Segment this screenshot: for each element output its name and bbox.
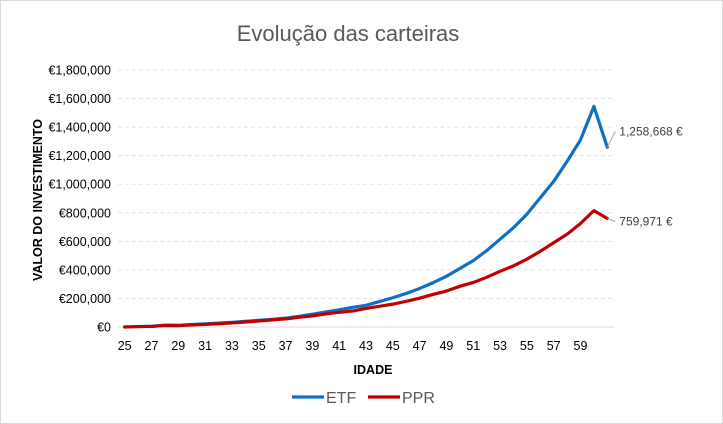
x-tick-label: 43 — [359, 339, 373, 353]
legend-label-etf: ETF — [326, 390, 356, 407]
series-lines — [123, 104, 609, 329]
x-tick-label: 25 — [118, 339, 132, 353]
leader-line — [607, 218, 616, 222]
x-tick-label: 59 — [574, 339, 588, 353]
y-tick-label: €800,000 — [59, 206, 111, 220]
series-line-ppr — [123, 209, 609, 329]
data-label-ppr: 759,971 € — [619, 214, 673, 228]
y-tick-labels: €0 €200,000 €400,000 €600,000 €800,000 €1,000… — [48, 64, 111, 335]
legend: ETF PPR — [292, 390, 435, 407]
x-tick-label: 29 — [171, 339, 185, 353]
x-axis-title: IDADE — [354, 363, 393, 377]
end-labels: 1,258,668 € 759,971 € — [606, 124, 683, 228]
grid-lines — [118, 69, 614, 328]
y-tick-label: €1,400,000 — [48, 121, 111, 135]
y-tick-label: €1,600,000 — [48, 92, 111, 106]
x-tick-label: 53 — [493, 339, 507, 353]
y-tick-label: €600,000 — [59, 235, 111, 249]
x-tick-labels: 25 27 29 31 33 35 37 39 41 43 45 47 49 51 53 55 57 59 — [118, 339, 588, 353]
y-axis-title: VALOR DO INVESTIMENTO — [31, 119, 45, 281]
x-tick-label: 31 — [198, 339, 212, 353]
y-tick-label: €0 — [97, 321, 111, 335]
y-tick-label: €1,200,000 — [48, 149, 111, 163]
x-tick-label: 39 — [305, 339, 319, 353]
x-tick-label: 35 — [252, 339, 266, 353]
y-tick-label: €200,000 — [59, 292, 111, 306]
legend-label-ppr: PPR — [402, 390, 435, 407]
x-tick-label: 27 — [145, 339, 159, 353]
x-tick-label: 51 — [466, 339, 480, 353]
y-tick-label: €1,000,000 — [48, 178, 111, 192]
x-tick-label: 41 — [332, 339, 346, 353]
x-tick-label: 33 — [225, 339, 239, 353]
leader-line — [606, 131, 616, 148]
x-tick-label: 47 — [413, 339, 427, 353]
series-line-etf — [123, 104, 609, 329]
x-tick-label: 45 — [386, 339, 400, 353]
y-tick-label: €400,000 — [59, 263, 111, 277]
y-tick-label: €1,800,000 — [48, 64, 111, 78]
x-tick-label: 57 — [547, 339, 561, 353]
x-tick-label: 37 — [279, 339, 293, 353]
x-tick-label: 49 — [439, 339, 453, 353]
data-label-etf: 1,258,668 € — [619, 124, 683, 138]
chart-title: Evolução das carteiras — [236, 21, 460, 46]
x-tick-label: 55 — [520, 339, 534, 353]
